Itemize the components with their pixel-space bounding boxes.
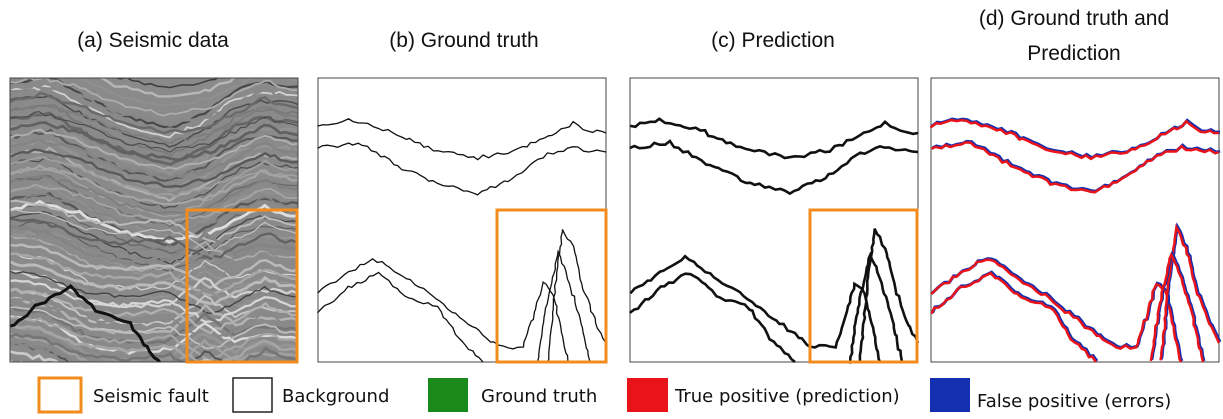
panel-title: (d) Ground truth and (979, 7, 1169, 30)
legend-label: False positive (errors) (977, 391, 1171, 412)
overlay-panel (930, 78, 1220, 362)
legend-label: Ground truth (481, 386, 597, 407)
legend: Seismic fault Background Ground truth Tr… (39, 378, 1171, 412)
figure: (a) Seismic data (b) Ground truth (c) Pr… (0, 0, 1223, 414)
legend-swatch (428, 378, 468, 412)
legend-label: True positive (prediction) (674, 386, 900, 407)
seismic-panel (9, 51, 298, 407)
panel-title: (a) Seismic data (77, 29, 229, 52)
legend-label: Seismic fault (93, 386, 209, 407)
legend-swatch (39, 378, 81, 412)
legend-swatch (233, 378, 272, 412)
legend-label: Background (282, 386, 389, 407)
legend-swatch (930, 378, 970, 412)
panel-title: (c) Prediction (711, 29, 835, 52)
legend-swatch (627, 378, 668, 412)
panel-title: (b) Ground truth (389, 29, 538, 52)
seismic-image (9, 51, 298, 407)
panel-title: Prediction (1027, 42, 1120, 65)
prediction-panel (630, 78, 918, 364)
ground-truth-panel (317, 78, 606, 362)
